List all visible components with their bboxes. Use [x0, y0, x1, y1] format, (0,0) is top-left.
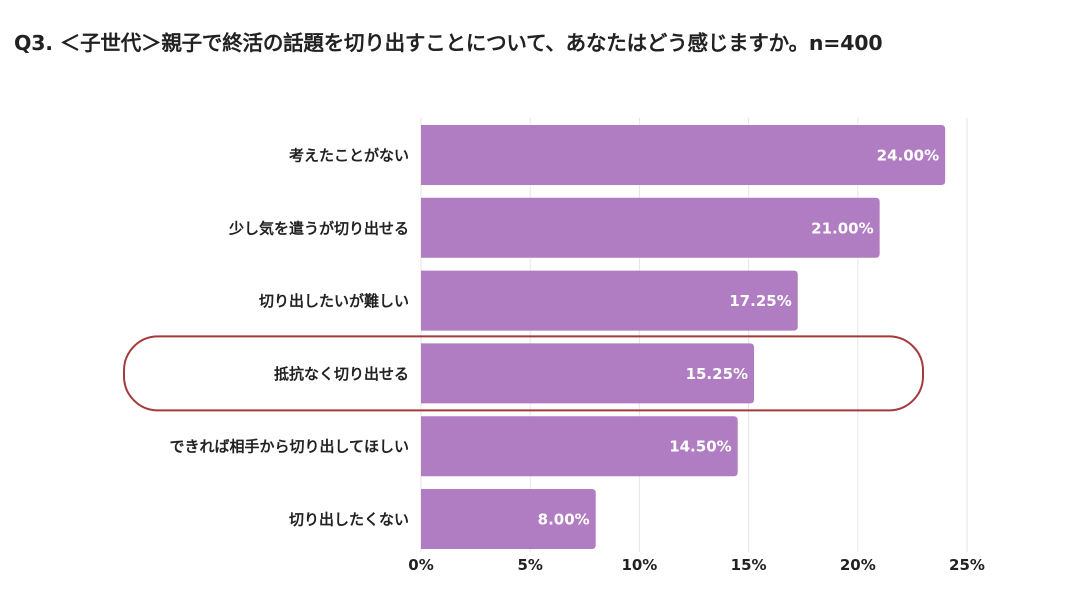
category-label: 少し気を遣うが切り出せる — [228, 219, 409, 237]
category-labels: 考えたことがない少し気を遣うが切り出せる切り出したいが難しい抵抗なく切り出せるで… — [169, 147, 409, 529]
x-tick-label: 10% — [621, 556, 657, 574]
bar — [421, 270, 798, 331]
x-tick-label: 5% — [517, 556, 542, 574]
grid-lines — [420, 118, 968, 552]
bar-value-label: 15.25% — [686, 365, 748, 383]
highlight-outline — [123, 335, 924, 412]
bar-value-label: 21.00% — [811, 219, 873, 237]
bar — [421, 416, 738, 477]
x-tick-label: 25% — [949, 556, 985, 574]
chart-title: Q3. ＜子世代＞親子で終活の話題を切り出すことについて、あなたはどう感じますか… — [14, 31, 883, 55]
category-label: できれば相手から切り出してほしい — [169, 438, 409, 456]
bars: 24.00% 21.00% 17.25% 15.25% 14.50% 8.00% — [421, 125, 946, 549]
category-label: 切り出したいが難しい — [259, 292, 409, 310]
x-tick-label: 20% — [840, 556, 876, 574]
bar — [421, 489, 596, 549]
bar-value-label: 24.00% — [877, 147, 939, 165]
bar — [421, 197, 880, 258]
x-tick-label: 0% — [408, 556, 433, 574]
x-axis-tick-labels: 0% 5% 10% 15% 20% 25% — [408, 556, 985, 574]
bar — [421, 125, 946, 185]
category-label: 考えたことがない — [289, 147, 409, 165]
highlight-layer — [123, 335, 924, 412]
x-tick-label: 15% — [731, 556, 767, 574]
bar — [421, 343, 755, 404]
bar-value-label: 14.50% — [669, 438, 731, 456]
bar-value-label: 8.00% — [538, 511, 590, 529]
bar-value-label: 17.25% — [729, 292, 791, 310]
category-label: 切り出したくない — [289, 511, 409, 529]
category-label: 抵抗なく切り出せる — [274, 365, 409, 383]
